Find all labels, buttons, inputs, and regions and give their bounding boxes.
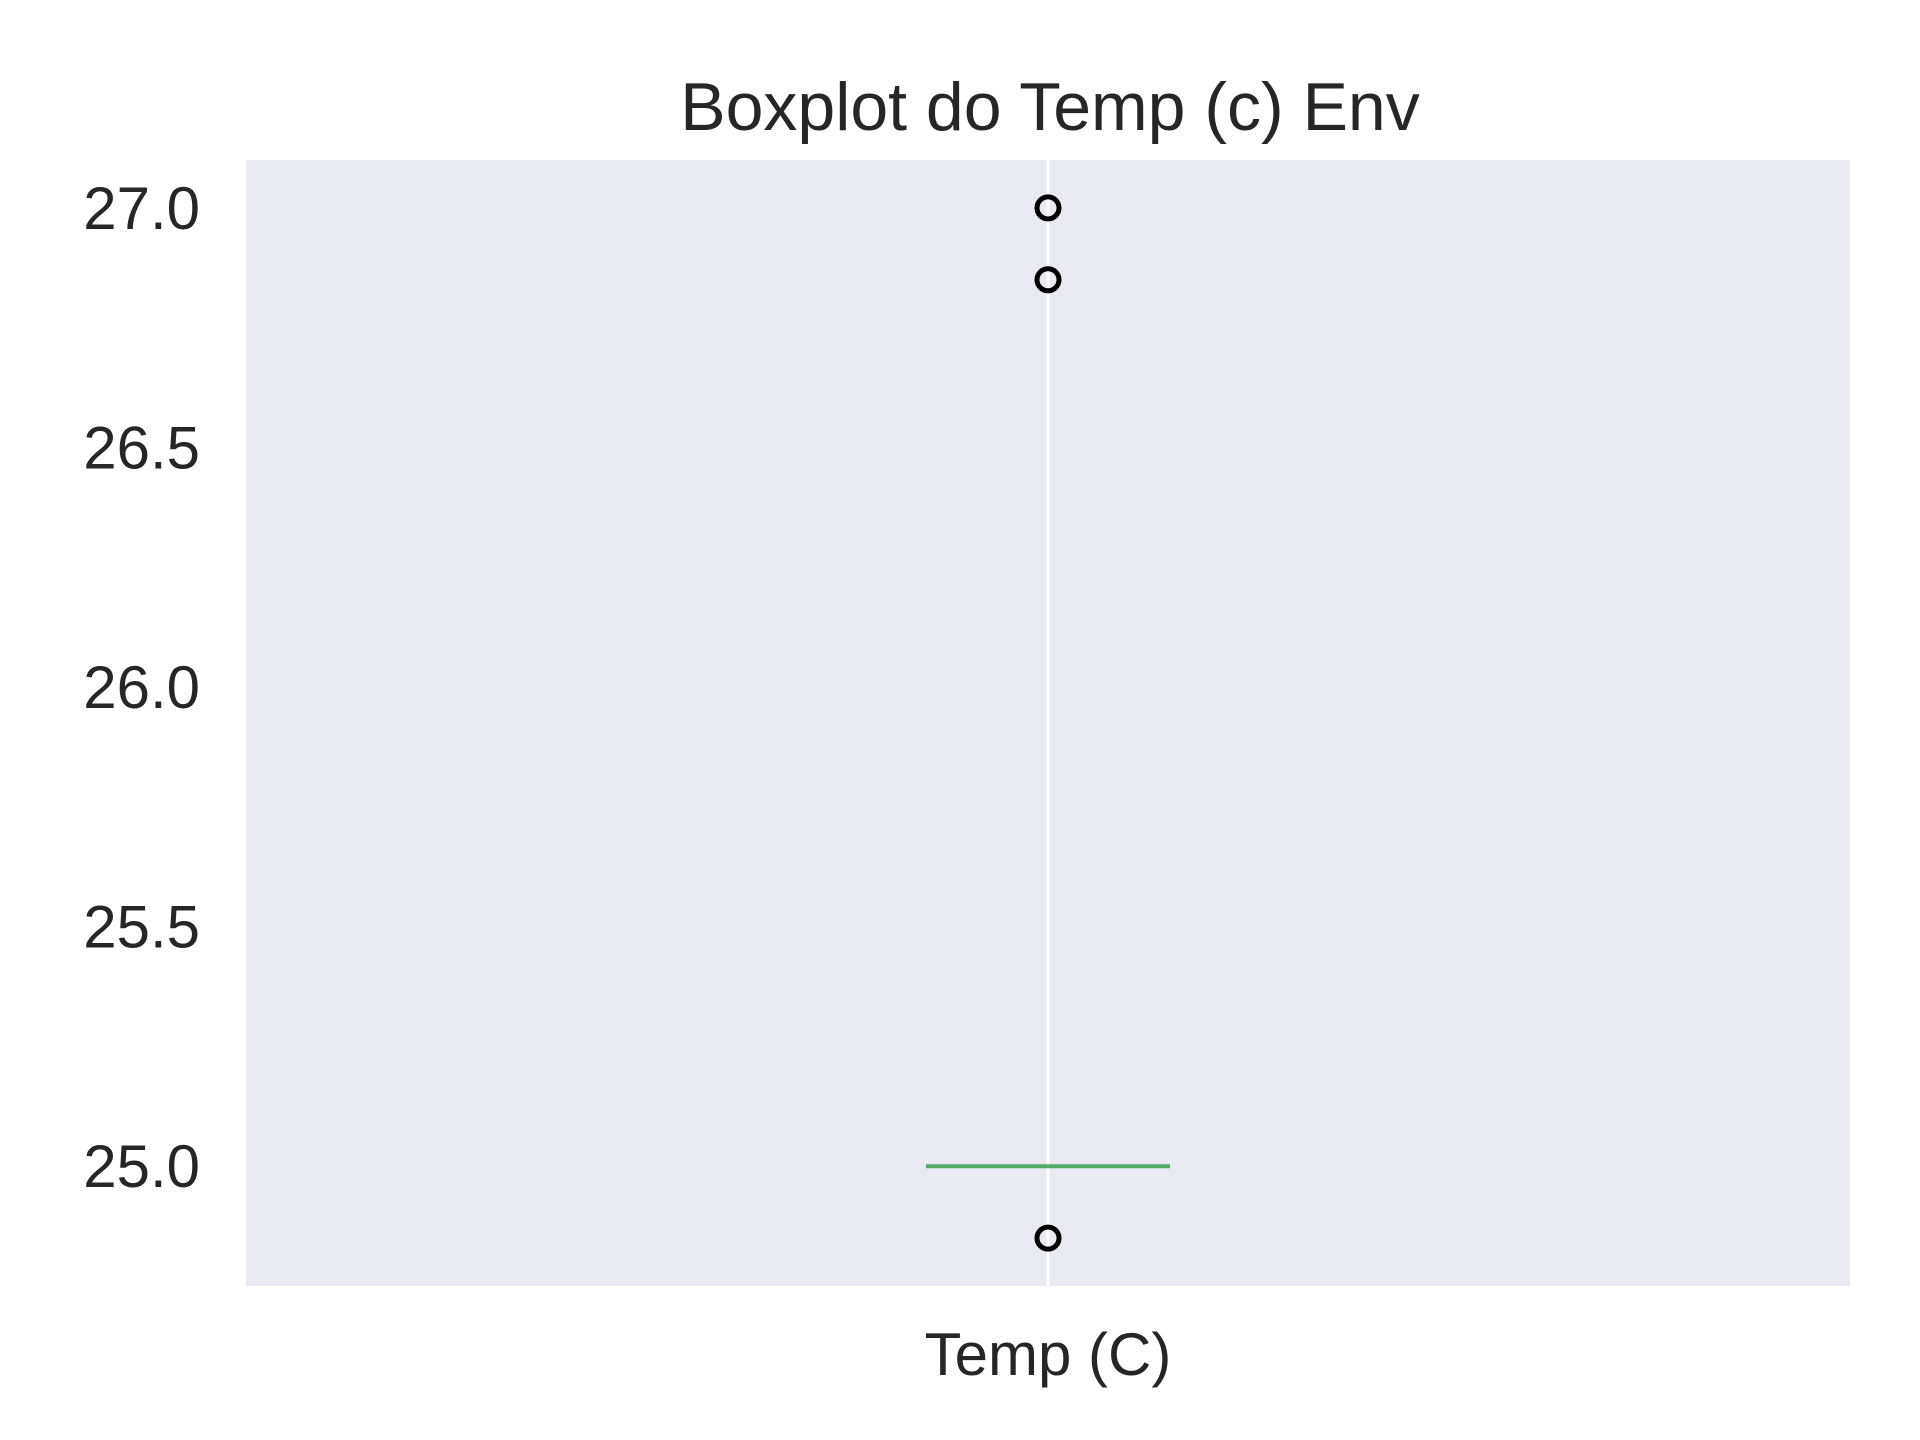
y-tick-label: 26.5 xyxy=(83,414,200,481)
y-tick-label: 26.0 xyxy=(83,654,200,721)
outlier-layer xyxy=(1034,194,1062,1252)
grid-lines xyxy=(1046,160,1050,1286)
y-tick-labels: 25.0 25.5 26.0 26.5 27.0 xyxy=(83,175,200,1200)
x-tick-labels: Temp (C) xyxy=(925,1321,1172,1388)
y-tick-label: 25.5 xyxy=(83,894,200,961)
y-tick-label: 27.0 xyxy=(83,175,200,242)
y-tick-label: 25.0 xyxy=(83,1133,200,1200)
outlier-point xyxy=(1034,194,1062,222)
outlier-point xyxy=(1034,266,1062,294)
chart-title: Boxplot do Temp (c) Env xyxy=(680,69,1420,145)
outlier-point xyxy=(1034,1224,1062,1252)
x-tick-label: Temp (C) xyxy=(925,1321,1172,1388)
